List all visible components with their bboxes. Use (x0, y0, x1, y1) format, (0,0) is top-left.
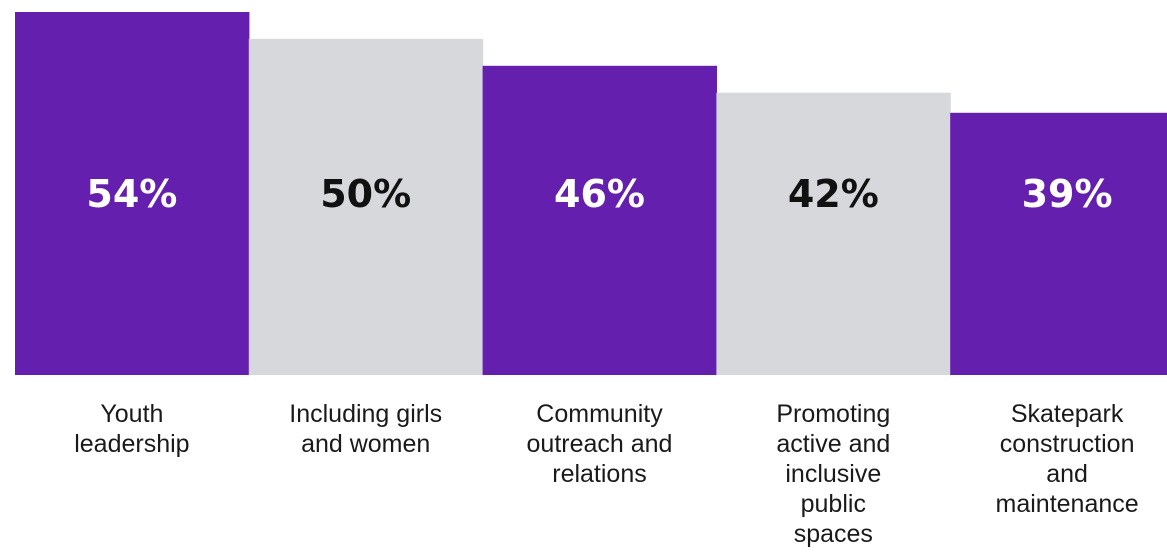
category-label-line: Promoting (776, 400, 890, 428)
category-labels-group: Youth leadership Including girls and women C… (74, 400, 1138, 548)
category-label: Including girls and women (289, 400, 442, 458)
category-label-line: Youth (100, 400, 163, 428)
category-label: Skatepark construction and maintenance (996, 400, 1139, 518)
category-label: Youth leadership (74, 400, 189, 458)
bar (482, 65, 717, 376)
category-label-line: relations (552, 460, 647, 488)
category-label-line: maintenance (996, 490, 1139, 518)
category-label-line: and (1046, 460, 1088, 488)
bars-group (15, 12, 1167, 376)
category-label-line: inclusive (785, 460, 881, 488)
category-label-line: active and (776, 430, 890, 458)
bar-value-label: 50% (320, 172, 411, 216)
category-label-line: outreach and (527, 430, 673, 458)
category-label-line: and women (301, 430, 430, 458)
category-label: Community outreach and relations (527, 400, 673, 488)
category-label-line: Community (536, 400, 663, 428)
category-label-line: public (801, 490, 866, 518)
category-label: Promoting active and inclusive public spaces (776, 400, 890, 548)
category-label-line: construction (1000, 430, 1135, 458)
bar-value-label: 42% (788, 172, 879, 216)
bar (716, 92, 951, 375)
category-label-line: leadership (74, 430, 189, 458)
bar (950, 112, 1167, 376)
category-label-line: spaces (794, 520, 873, 548)
category-label-line: Including girls (289, 400, 442, 428)
bar-value-label: 39% (1022, 172, 1113, 216)
bar (15, 12, 250, 375)
bar (248, 38, 484, 376)
category-label-line: Skatepark (1011, 400, 1124, 428)
value-labels-group: 54% 50% 46% 42% 39% (86, 172, 1112, 216)
bar-value-label: 54% (86, 172, 177, 216)
bar-value-label: 46% (554, 172, 645, 216)
